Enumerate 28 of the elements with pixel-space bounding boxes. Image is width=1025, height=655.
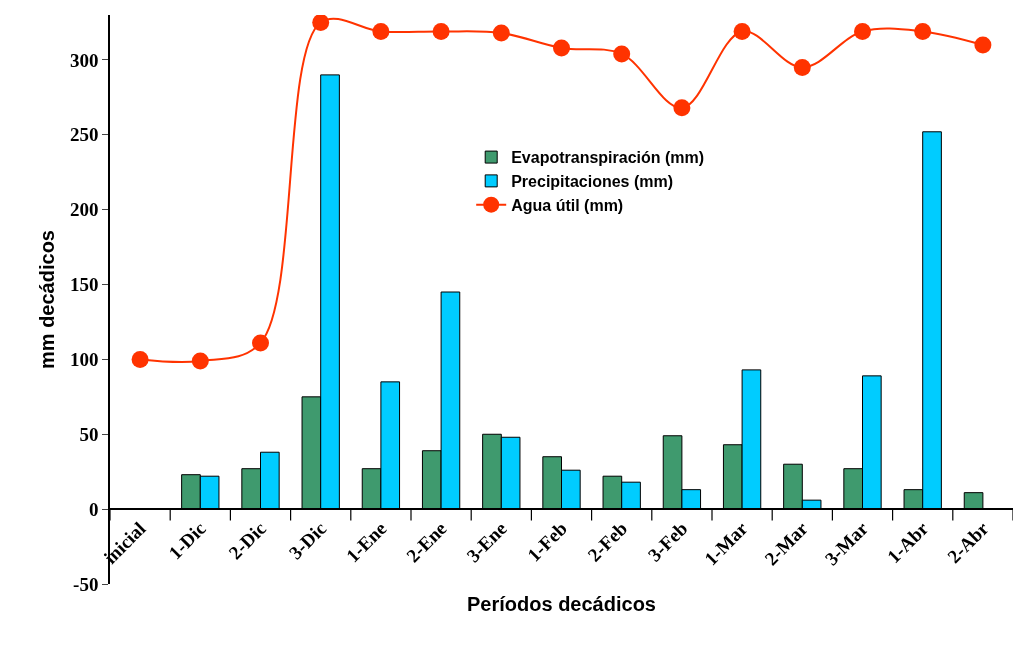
- y-tick-label: 150: [69, 274, 99, 296]
- y-axis-title: mm decádicos: [35, 230, 58, 369]
- point: [914, 22, 932, 40]
- point: [793, 58, 811, 76]
- point: [613, 45, 631, 63]
- y-tick-label: 250: [69, 124, 99, 146]
- y-tick-label: 100: [69, 349, 99, 371]
- y-tick-label: 0: [88, 498, 99, 520]
- point: [312, 15, 330, 31]
- point: [673, 99, 691, 117]
- y-tick-label: 300: [69, 49, 99, 71]
- point: [131, 350, 149, 368]
- point: [974, 36, 992, 54]
- point: [553, 39, 570, 57]
- y-tick-label: -50: [73, 573, 99, 595]
- point: [252, 334, 269, 352]
- legend-label: Agua útil (mm): [511, 196, 624, 214]
- point: [432, 22, 450, 40]
- point: [191, 352, 209, 370]
- point: [733, 22, 751, 40]
- point: [492, 24, 510, 42]
- y-tick-label: 50: [79, 423, 99, 445]
- legend-label: Evapotranspiración (mm): [511, 149, 705, 167]
- x-axis-title: Períodos decádicos: [467, 593, 656, 616]
- y-tick-label: 200: [69, 199, 99, 221]
- legend-label: Precipitaciones (mm): [511, 173, 674, 191]
- point: [854, 22, 871, 40]
- point: [372, 22, 390, 40]
